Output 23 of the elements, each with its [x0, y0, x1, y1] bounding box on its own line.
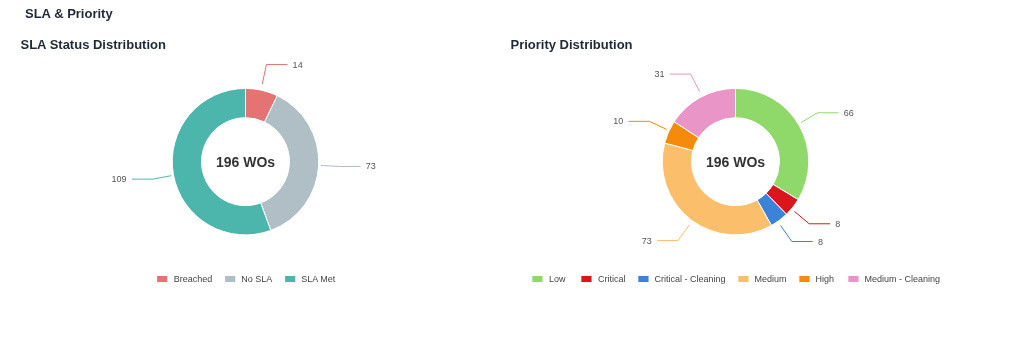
legend-label: Medium - Cleaning: [864, 273, 941, 284]
data-label: 8: [835, 218, 841, 229]
legend-label: SLA Met: [301, 273, 336, 284]
legend-label: Critical - Cleaning: [654, 273, 726, 284]
data-label: 66: [843, 107, 854, 118]
legend-label: No SLA: [241, 273, 273, 284]
legend-label: Critical: [597, 273, 626, 284]
data-label: 109: [111, 173, 127, 184]
legend-label: High: [815, 273, 835, 284]
chart-title: SLA Status Distribution: [20, 36, 166, 52]
data-label: 73: [641, 235, 652, 246]
legend-label: Low: [548, 273, 567, 284]
legend-label: Breached: [173, 273, 213, 284]
chart-title: Priority Distribution: [510, 36, 633, 52]
data-label: 10: [613, 115, 624, 126]
data-label: 14: [292, 59, 303, 70]
data-label: 31: [654, 68, 665, 79]
text: 196 WOs: [705, 153, 766, 170]
text: 196 WOs: [215, 153, 276, 170]
text: SLA & Priority: [25, 5, 113, 23]
legend-label: Medium: [754, 273, 787, 284]
data-label: 73: [365, 161, 376, 172]
data-label: 8: [818, 236, 824, 247]
